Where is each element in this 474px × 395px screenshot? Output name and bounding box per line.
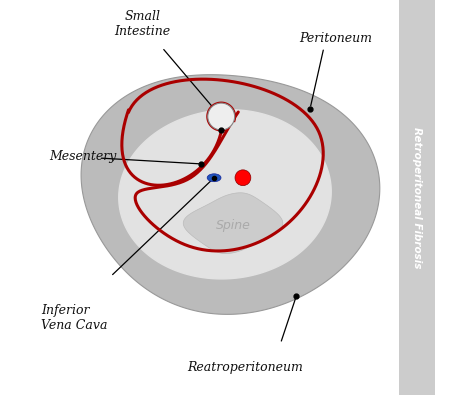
Polygon shape — [183, 193, 283, 254]
Text: Peritoneum: Peritoneum — [299, 32, 372, 45]
Text: Retroperitoneal Fibrosis: Retroperitoneal Fibrosis — [412, 127, 422, 268]
Circle shape — [235, 170, 251, 186]
Text: Mesentery: Mesentery — [49, 150, 117, 162]
Polygon shape — [119, 110, 331, 279]
Text: Spine: Spine — [216, 219, 250, 231]
Text: Small
Intestine: Small Intestine — [114, 9, 170, 38]
Polygon shape — [81, 75, 380, 314]
Ellipse shape — [207, 174, 221, 182]
Circle shape — [208, 103, 235, 130]
Text: Inferior
Vena Cava: Inferior Vena Cava — [41, 304, 108, 332]
Bar — [399, 0, 435, 395]
Text: Reatroperitoneum: Reatroperitoneum — [187, 361, 303, 374]
